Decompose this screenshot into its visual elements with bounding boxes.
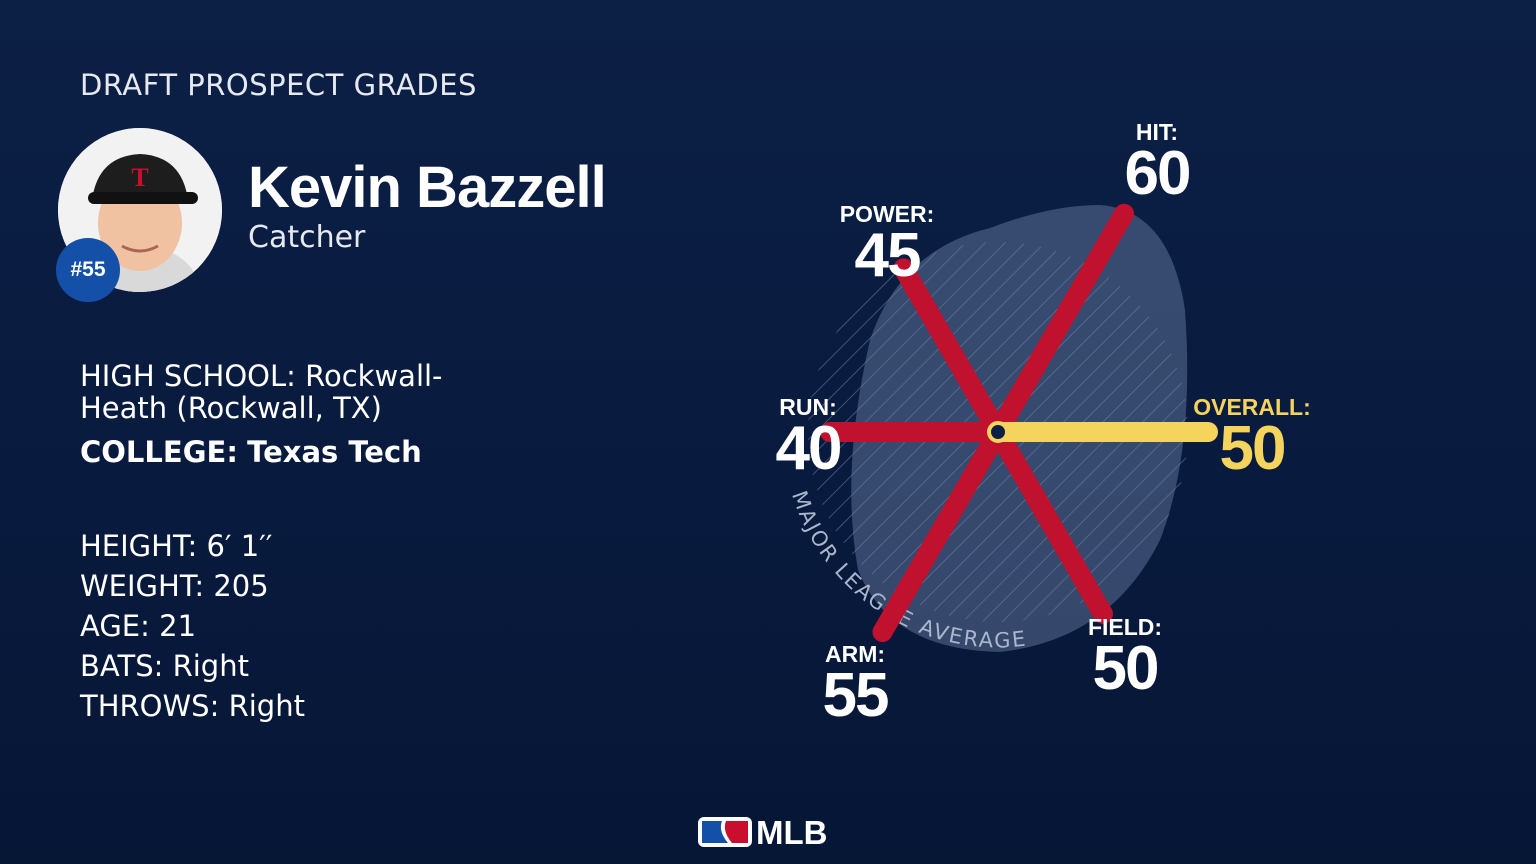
grade-value: 40 (776, 414, 841, 483)
college: COLLEGE: Texas Tech (80, 436, 422, 468)
high-school: HIGH SCHOOL: Rockwall-Heath (Rockwall, T… (80, 360, 500, 424)
average-label: MAJOR LEAGUE AVERAGE (787, 488, 1028, 653)
grade-value: 45 (855, 221, 920, 290)
grade-spoke (988, 203, 1134, 442)
grade-label: POWER: (840, 201, 935, 227)
detail-value: Right (228, 689, 305, 723)
grade-value: 55 (823, 661, 888, 730)
detail-row: AGE: 21 (80, 606, 305, 646)
logo-mark (698, 817, 752, 847)
detail-label: HEIGHT: (80, 529, 198, 563)
page-title: DRAFT PROSPECT GRADES (80, 68, 477, 102)
player-photo: T (58, 128, 222, 292)
detail-value: Right (172, 649, 249, 683)
grade-value: 60 (1125, 139, 1190, 208)
details: HEIGHT: 6′ 1′′ WEIGHT: 205 AGE: 21 BATS: Ri… (80, 526, 305, 726)
detail-value: 21 (159, 609, 197, 643)
label: HIGH SCHOOL: (80, 359, 296, 393)
average-hatch (808, 242, 1188, 622)
label: COLLEGE: (80, 435, 238, 469)
grade-value: 50 (1093, 634, 1158, 703)
detail-value: 205 (213, 569, 269, 603)
grade-spoke (872, 422, 1008, 643)
grade-spoke (893, 258, 1008, 442)
detail-row: WEIGHT: 205 (80, 566, 305, 606)
spokes (820, 203, 1218, 643)
svg-text:T: T (131, 163, 148, 192)
center-dot (987, 421, 1009, 443)
overall-value: 50 (1220, 414, 1285, 483)
grade-label: ARM: (825, 641, 885, 667)
logo-text: MLB (756, 814, 827, 851)
detail-row: BATS: Right (80, 646, 305, 686)
detail-label: AGE: (80, 609, 150, 643)
detail-value: 6′ 1′′ (206, 529, 273, 563)
player-name: Kevin Bazzell (248, 155, 607, 220)
detail-row: HEIGHT: 6′ 1′′ (80, 526, 305, 566)
photo-art: T (58, 128, 222, 292)
grade-labels: HIT:60POWER:45RUN:40ARM:55FIELD:50OVERAL… (776, 119, 1311, 730)
player-position: Catcher (248, 220, 366, 255)
detail-label: BATS: (80, 649, 164, 683)
overall-label: OVERALL: (1193, 394, 1311, 420)
grade-spoke (988, 422, 1113, 624)
average-label-path: MAJOR LEAGUE AVERAGE (787, 488, 1026, 653)
detail-label: THROWS: (80, 689, 220, 723)
detail-label: WEIGHT: (80, 569, 205, 603)
value: Texas Tech (247, 435, 422, 469)
grade-label: RUN: (779, 394, 837, 420)
grade-label: HIT: (1136, 119, 1178, 145)
average-area (851, 205, 1188, 652)
grade-label: FIELD: (1088, 614, 1162, 640)
detail-row: THROWS: Right (80, 686, 305, 726)
value: Rockwall-Heath (Rockwall, TX) (80, 359, 443, 425)
jersey-number: #55 (56, 238, 120, 302)
